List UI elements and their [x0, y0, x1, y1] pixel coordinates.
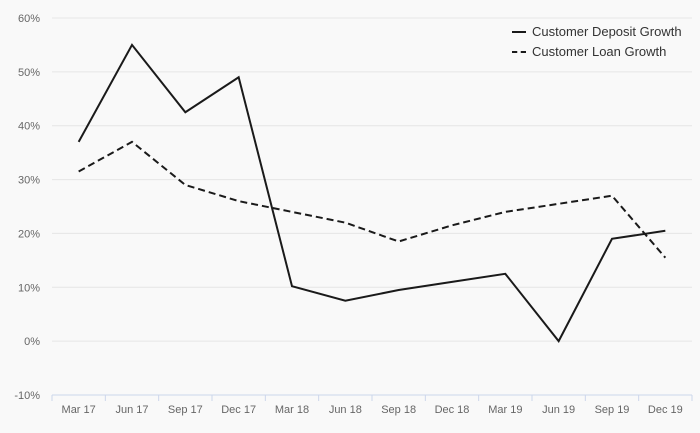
legend-label-deposit-growth: Customer Deposit Growth — [532, 24, 682, 39]
x-axis-label: Mar 17 — [62, 404, 96, 416]
x-axis-label: Mar 19 — [488, 404, 522, 416]
y-axis-label: 30% — [18, 175, 40, 187]
x-axis-label: Sep 18 — [381, 404, 416, 416]
x-axis-label: Dec 19 — [648, 404, 683, 416]
y-axis-label: -10% — [14, 390, 40, 402]
series-line-deposit-growth — [77, 43, 666, 343]
y-axis-label: 0% — [24, 336, 40, 348]
legend-item-loan-growth[interactable]: Customer Loan Growth — [512, 44, 682, 59]
y-axis-label: 20% — [18, 228, 40, 240]
y-axis-label: 60% — [18, 13, 40, 25]
legend-item-deposit-growth[interactable]: Customer Deposit Growth — [512, 24, 682, 39]
y-axis-label: 10% — [18, 282, 40, 294]
y-axis-label: 40% — [18, 121, 40, 133]
x-axis-label: Sep 19 — [595, 404, 630, 416]
series-line-loan-growth — [78, 140, 667, 259]
dashed-line-icon — [512, 50, 526, 53]
legend-label-loan-growth: Customer Loan Growth — [532, 44, 667, 59]
solid-line-icon — [512, 30, 526, 33]
x-axis-label: Dec 17 — [221, 404, 256, 416]
x-axis-label: Mar 18 — [275, 404, 309, 416]
y-axis-label: 50% — [18, 67, 40, 79]
x-axis-label: Sep 17 — [168, 404, 203, 416]
x-axis-label: Jun 17 — [115, 404, 148, 416]
x-axis-label: Jun 19 — [542, 404, 575, 416]
legend: Customer Deposit Growth Customer Loan Gr… — [512, 24, 682, 59]
x-axis-label: Jun 18 — [329, 404, 362, 416]
x-axis-label: Dec 18 — [435, 404, 470, 416]
